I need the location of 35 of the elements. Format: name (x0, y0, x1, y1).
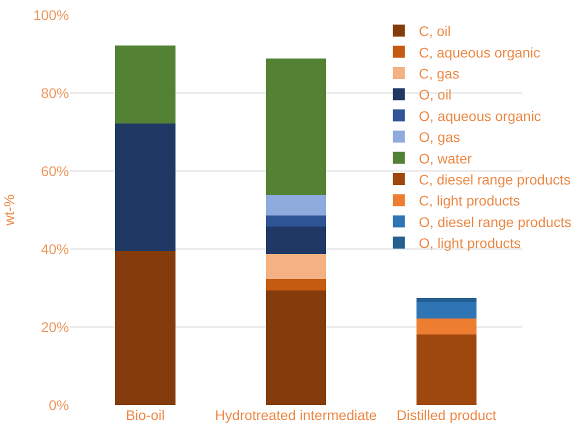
legend-label: C, gas (418, 65, 460, 82)
legend-label: C, diesel range products (418, 171, 571, 188)
y-tick-label: 100% (33, 6, 69, 23)
bar (416, 334, 477, 405)
x-tick-label: Bio-oil (126, 407, 165, 423)
legend-label: O, light products (418, 235, 521, 252)
bar (115, 45, 176, 124)
legend-label: O, aqueous organic (418, 108, 542, 124)
bar (416, 318, 477, 334)
legend-label: O, gas (418, 129, 460, 146)
bar (115, 123, 176, 251)
legend-label: O, oil (418, 86, 452, 103)
legend-label: O, water (418, 150, 472, 166)
bar (416, 302, 477, 318)
legend-label: C, oil (418, 23, 451, 40)
x-tick-label: Distilled product (396, 407, 496, 423)
y-tick-label: 20% (40, 318, 69, 335)
y-tick-label: 0% (48, 396, 69, 413)
bar (266, 195, 326, 216)
bar (266, 279, 326, 291)
bar (266, 254, 326, 280)
legend-label: C, aqueous organic (418, 44, 540, 60)
bar (115, 250, 176, 405)
y-tick-label: 60% (40, 162, 69, 179)
bar (266, 290, 326, 405)
x-tick-label: Hydrotreated intermediate (214, 407, 378, 423)
y-axis-title: wt-% (0, 194, 17, 227)
bar (416, 298, 477, 302)
bar (266, 58, 326, 196)
y-tick-label: 40% (40, 240, 69, 257)
bar (266, 215, 326, 226)
legend-label: C, light products (418, 192, 520, 209)
legend-label: O, diesel range products (418, 214, 572, 230)
y-tick-label: 80% (40, 84, 69, 101)
bar (266, 226, 326, 254)
